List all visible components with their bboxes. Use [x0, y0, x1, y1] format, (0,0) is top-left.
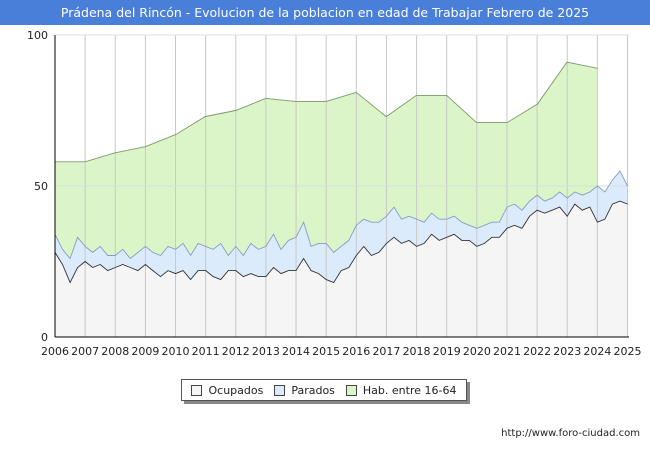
line-ocupados — [54, 200, 628, 284]
legend-swatch-ocupados — [191, 384, 203, 396]
x-tick-2017: 2017 — [372, 345, 400, 358]
area-ocupados — [55, 201, 628, 337]
x-tick-2021: 2021 — [493, 345, 521, 358]
legend-label-ocupados: Ocupados — [208, 383, 264, 397]
x-tick-2008: 2008 — [101, 345, 129, 358]
legend-item-ocupados: Ocupados — [191, 384, 263, 397]
line-hab-entre-16-64 — [55, 61, 598, 163]
legend-label-parados: Parados — [291, 383, 335, 397]
x-tick-2024: 2024 — [583, 345, 611, 358]
x-tick-2014: 2014 — [282, 345, 310, 358]
x-tick-2013: 2013 — [252, 345, 280, 358]
source-url: http://www.foro-ciudad.com — [501, 428, 640, 439]
x-tick-2016: 2016 — [342, 345, 370, 358]
y-tick-100: 100 — [27, 29, 48, 42]
x-tick-2023: 2023 — [553, 345, 581, 358]
x-tick-2010: 2010 — [162, 345, 190, 358]
legend-swatch-habitantes — [345, 384, 357, 396]
x-tick-2007: 2007 — [71, 345, 99, 358]
x-tick-2019: 2019 — [433, 345, 461, 358]
legend-swatch-parados — [274, 384, 286, 396]
x-tick-2020: 2020 — [463, 345, 491, 358]
x-tick-2011: 2011 — [192, 345, 220, 358]
legend-item-parados: Parados — [274, 384, 335, 397]
x-tick-2009: 2009 — [131, 345, 159, 358]
x-tick-2022: 2022 — [523, 345, 551, 358]
x-tick-2015: 2015 — [312, 345, 340, 358]
x-tick-2012: 2012 — [222, 345, 250, 358]
legend-item-habitantes: Hab. entre 16-64 — [345, 383, 457, 397]
x-tick-2025: 2025 — [613, 345, 641, 358]
y-tick-50: 50 — [34, 180, 48, 193]
chart-legend: Ocupados Parados Hab. entre 16-64 — [181, 379, 467, 401]
y-tick-0: 0 — [41, 331, 48, 344]
legend-label-habitantes: Hab. entre 16-64 — [362, 383, 457, 397]
x-tick-2006: 2006 — [41, 345, 69, 358]
chart-title: Prádena del Rincón - Evolucion de la pob… — [0, 0, 650, 25]
x-tick-2018: 2018 — [403, 345, 431, 358]
line-parados — [54, 170, 628, 260]
